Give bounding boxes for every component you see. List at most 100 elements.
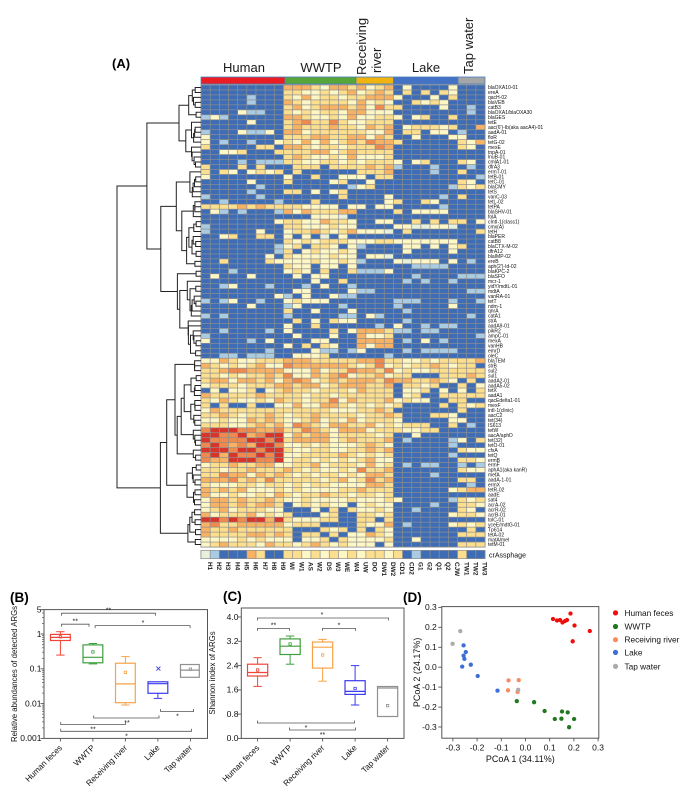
svg-text:-0.3: -0.3 [446,743,461,753]
svg-text:(C): (C) [223,589,242,604]
svg-text:aadE: aadE [488,493,500,499]
svg-text:Shannon index of ARGs: Shannon index of ARGs [208,631,217,714]
svg-text:mexF: mexF [488,403,501,409]
svg-text:DO: DO [371,562,378,572]
svg-text:tetC-01: tetC-01 [488,180,505,186]
svg-text:pikR2: pikR2 [488,329,501,335]
svg-text:*: * [321,612,324,619]
svg-text:catB8: catB8 [488,239,501,245]
svg-text:vanHB: vanHB [488,344,504,350]
svg-text:blaCTX-M-02: blaCTX-M-02 [488,244,518,250]
svg-text:Tp614: Tp614 [488,527,502,533]
svg-text:*: * [338,623,341,630]
svg-text:tetM-01: tetM-01 [488,542,505,548]
svg-text:ampC-01: ampC-01 [488,334,509,340]
svg-text:WWTP: WWTP [300,60,341,75]
svg-text:mcr-1: mcr-1 [488,279,501,285]
svg-text:0.0: 0.0 [520,743,532,753]
svg-text:tetE: tetE [488,120,498,126]
svg-text:acrB-01: acrB-01 [488,512,506,518]
svg-text:tetX: tetX [488,388,498,394]
svg-text:H9: H9 [279,562,286,571]
svg-text:(D): (D) [403,590,422,605]
svg-text:blaCMY: blaCMY [488,185,506,191]
svg-text:Lake: Lake [625,647,643,657]
svg-text:Tap water: Tap water [461,17,476,74]
svg-text:tetO-01: tetO-01 [488,443,505,449]
svg-text:blaTEM: blaTEM [488,358,505,364]
svg-text:ermF: ermF [488,463,500,469]
svg-text:tnpA-01: tnpA-01 [488,150,506,156]
svg-text:blaIMP-02: blaIMP-02 [488,254,511,260]
svg-text:WE: WE [343,562,350,573]
svg-text:sul2: sul2 [488,368,497,374]
svg-text:W4: W4 [352,562,359,572]
svg-text:floR: floR [488,135,497,141]
svg-text:Tap water: Tap water [625,661,661,671]
svg-text:-0.1: -0.1 [494,743,509,753]
svg-text:aadA2-01: aadA2-01 [488,378,510,384]
svg-text:tetQ: tetQ [488,453,498,459]
svg-text:folA: folA [488,214,497,220]
svg-text:AS: AS [307,562,314,572]
svg-text:Receiving river: Receiving river [625,635,680,645]
svg-text:blaOXA10-01: blaOXA10-01 [488,85,518,91]
svg-text:DW1: DW1 [380,562,387,577]
svg-text:0.0: 0.0 [227,733,239,743]
svg-text:PCoA 1 (34.11%): PCoA 1 (34.11%) [486,754,555,764]
svg-text:(A): (A) [112,56,130,71]
svg-text:aphA1(aka kanR): aphA1(aka kanR) [488,468,527,474]
svg-text:sat4: sat4 [488,498,498,504]
svg-text:0.3: 0.3 [425,602,437,612]
svg-text:lnuB-01: lnuB-01 [488,155,505,161]
svg-text:-0.2: -0.2 [470,743,485,753]
svg-text:cIntI-1(class1): cIntI-1(class1) [488,219,520,225]
svg-text:Human feces: Human feces [625,608,674,618]
svg-text:**: ** [320,732,326,739]
svg-text:W1: W1 [297,562,304,572]
svg-text:ereA: ereA [488,90,499,96]
svg-text:Q1: Q1 [435,562,442,571]
svg-text:qacEdelta1-01: qacEdelta1-01 [488,398,520,404]
svg-text:W3: W3 [334,562,341,572]
svg-text:**: ** [271,623,277,630]
svg-text:cmlA1-01: cmlA1-01 [488,160,509,166]
svg-text:tet(34): tet(34) [488,418,503,424]
svg-text:tetA-02: tetA-02 [488,532,504,538]
svg-text:H3: H3 [224,562,231,571]
svg-text:H5: H5 [242,562,249,571]
svg-text:5: 5 [37,605,42,615]
svg-text:aadA1: aadA1 [488,393,503,399]
svg-text:UW: UW [362,562,369,574]
svg-text:catB3: catB3 [488,105,501,111]
svg-text:sul1: sul1 [488,373,497,379]
svg-text:H6: H6 [252,562,259,571]
svg-text:mdtA: mdtA [488,289,500,295]
svg-text:aacA/aphD: aacA/aphD [488,433,513,439]
svg-text:Q2: Q2 [444,562,451,571]
svg-text:mexA: mexA [488,339,501,345]
svg-text:aadA5-02: aadA5-02 [488,383,510,389]
svg-text:H7: H7 [261,562,268,571]
svg-text:Lake: Lake [412,60,440,75]
svg-text:tetT: tetT [488,299,497,305]
svg-text:**: ** [124,720,130,727]
svg-text:blaKPC-2: blaKPC-2 [488,269,510,275]
svg-text:tolC-01: tolC-01 [488,517,504,523]
svg-text:aacC2: aacC2 [488,413,503,419]
svg-text:TW1: TW1 [462,562,469,576]
svg-text:G1: G1 [416,562,423,571]
svg-text:dfrA3: dfrA3 [488,165,500,171]
svg-text:acrR-02: acrR-02 [488,507,506,513]
svg-text:ermX: ermX [488,483,501,489]
svg-text:blaOXA1/blaOXA30: blaOXA1/blaOXA30 [488,110,532,116]
svg-text:tetW: tetW [488,428,499,434]
svg-text:TW3: TW3 [481,562,488,576]
svg-text:ereB: ereB [488,259,499,265]
svg-text:*: * [305,725,308,732]
svg-text:tetG-02: tetG-02 [488,140,505,146]
svg-text:tet(32): tet(32) [488,438,503,444]
svg-text:2.4: 2.4 [227,660,239,670]
svg-text:Human: Human [223,60,265,75]
svg-text:0.0: 0.0 [425,662,437,672]
